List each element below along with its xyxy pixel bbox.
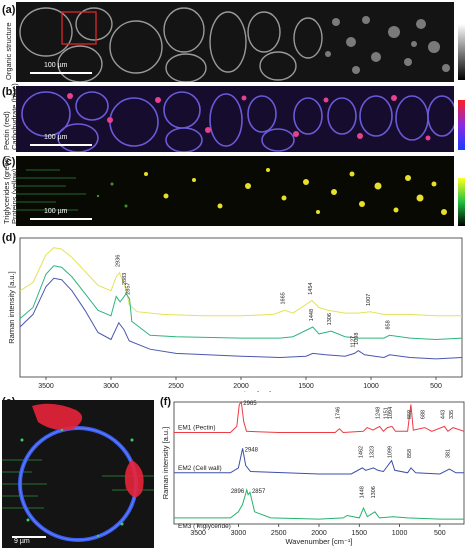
series-label-1: EM2 (Cell wall): [178, 465, 222, 472]
panel-b-letter: (b): [2, 86, 17, 98]
peak-label-f: 1151: [383, 407, 389, 419]
series-line-2: [174, 487, 464, 520]
chart-f: 3500 3000 2500 2000 1500 1000 500 Wavenumber [c…: [161, 400, 465, 546]
panel-d-letter: (d): [2, 232, 17, 244]
plot-frame: [173, 401, 465, 525]
colorbar-b: [458, 100, 465, 150]
scale-label-a: 100 µm: [44, 62, 68, 69]
y-axis-label: Raman intensity [a.u.]: [161, 427, 170, 500]
x-axis-label: Wavenumber [cm⁻¹]: [285, 537, 352, 546]
peak-label-d: 1007: [366, 294, 372, 306]
cell-zoom-image: 9 µm: [2, 400, 154, 548]
triglyceride-protein-image: 100 µm: [16, 156, 454, 226]
series-label-0: EM1 (Pectin): [178, 425, 216, 432]
series-line-1: [19, 265, 463, 341]
ylabel-b-carbohydrate: Carbohydrate (blue): [10, 83, 19, 150]
peak-label-f: 1323: [370, 446, 376, 458]
series-line-1: [174, 448, 464, 475]
peak-label-f: 858: [407, 449, 413, 458]
scale-label-c: 100 µm: [44, 208, 68, 215]
peak-label-d: 1098: [354, 333, 360, 345]
pectin-carbohydrate-image: 100 µm: [16, 86, 454, 152]
peak-label-f: 2857: [252, 489, 266, 495]
panel-a-letter: (a): [2, 4, 16, 16]
peak-label-f: 2965: [243, 401, 257, 407]
peak-label-d: 1454: [308, 283, 314, 295]
x-tick-label: 500: [434, 530, 446, 537]
chart-d: 3500 3000 2500 2000 1500 1000 500 Wavenumber [n…: [7, 237, 463, 392]
peak-label-d: 2883: [122, 273, 128, 285]
panel-f-letter: (f): [160, 396, 171, 408]
peak-label-d: 858: [385, 320, 391, 329]
peak-label-f: 1462: [358, 446, 364, 458]
y-axis-label: Raman intensity [a.u.]: [7, 271, 16, 344]
scale-label-e: 9 µm: [14, 538, 30, 545]
colorbar-c: [458, 178, 465, 226]
peak-label-f: 1306: [371, 486, 377, 498]
series-line-0: [19, 247, 462, 317]
ylabel-c-proteins: Proteins (yellow): [10, 168, 19, 224]
x-tick-label: 2500: [168, 383, 184, 390]
peak-label-f: 1094: [388, 407, 394, 419]
series-line-0: [174, 400, 465, 434]
peak-label-d: 1306: [327, 313, 333, 325]
organic-structure-image: 100 µm: [16, 2, 454, 82]
x-tick-label: 1500: [351, 530, 367, 537]
peak-label-d: 1448: [309, 309, 315, 321]
x-tick-label: 2000: [311, 530, 327, 537]
series-label-2: EM3 (Triglyceride): [178, 523, 231, 530]
x-tick-label: 3000: [231, 530, 247, 537]
peak-label-f: 1099: [388, 446, 394, 458]
scale-label-b: 100 µm: [44, 134, 68, 141]
peak-label-f: 443: [440, 410, 446, 419]
peak-label-f: 1448: [359, 486, 365, 498]
peak-label-d: 2857: [126, 283, 132, 295]
x-tick-label: 3500: [190, 530, 206, 537]
peak-label-f: 1746: [335, 407, 341, 419]
peak-label-f: 1248: [376, 407, 382, 419]
x-tick-label: 1000: [392, 530, 408, 537]
x-tick-label: 3000: [103, 383, 119, 390]
panel-c-letter: (c): [2, 156, 16, 168]
peak-label-f: 2896: [231, 489, 245, 495]
peak-label-f: 859: [407, 410, 413, 419]
peak-label-f: 688: [421, 410, 427, 419]
x-tick-label: 500: [430, 383, 442, 390]
series-line-2: [19, 277, 463, 360]
peak-label-d: 1665: [281, 292, 287, 304]
x-tick-label: 1500: [298, 383, 314, 390]
x-axis-label: Wavenumber [nm]: [211, 390, 272, 392]
peak-label-f: 381: [445, 449, 451, 458]
peak-label-f: 335: [449, 410, 455, 419]
colorbar-a: [458, 24, 465, 80]
peak-label-d: 2936: [115, 255, 121, 267]
peak-label-f: 2948: [245, 447, 259, 453]
x-tick-label: 1000: [363, 383, 379, 390]
x-tick-label: 2500: [271, 530, 287, 537]
x-tick-label: 3500: [38, 383, 54, 390]
ylabel-a: Organic structure: [4, 22, 13, 80]
peak-label-d: 1127: [350, 336, 356, 348]
x-tick-label: 2000: [233, 383, 249, 390]
